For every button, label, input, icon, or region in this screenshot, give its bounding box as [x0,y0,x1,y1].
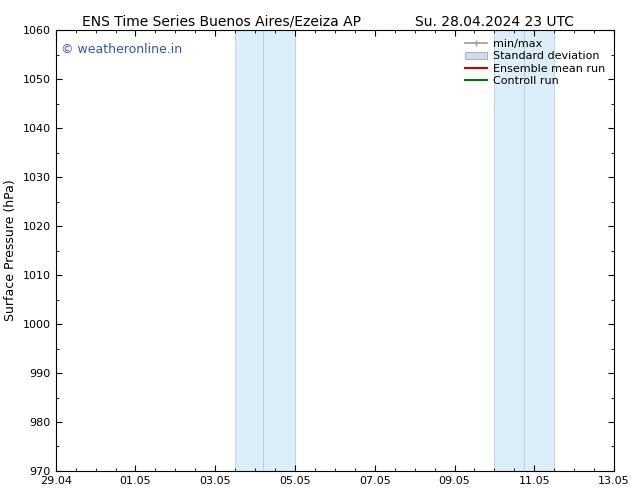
Text: © weatheronline.in: © weatheronline.in [61,44,183,56]
Text: ENS Time Series Buenos Aires/Ezeiza AP: ENS Time Series Buenos Aires/Ezeiza AP [82,15,361,29]
Y-axis label: Surface Pressure (hPa): Surface Pressure (hPa) [4,180,17,321]
Bar [263,30,295,471]
Bar [495,30,524,471]
Bar [235,30,263,471]
Bar [524,30,554,471]
Text: Su. 28.04.2024 23 UTC: Su. 28.04.2024 23 UTC [415,15,574,29]
Legend: min/max, Standard deviation, Ensemble mean run, Controll run: min/max, Standard deviation, Ensemble me… [462,36,609,89]
